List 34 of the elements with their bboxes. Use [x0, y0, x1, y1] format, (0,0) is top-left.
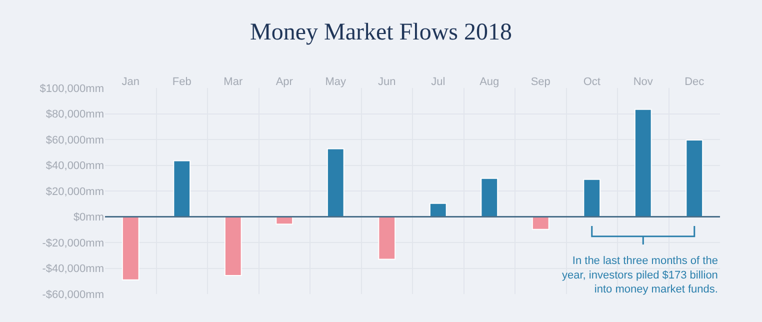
y-tick-label: $40,000mm: [46, 160, 104, 172]
y-tick-label: $0mm: [73, 212, 104, 224]
x-tick-label: Feb: [172, 76, 192, 88]
bar: [224, 216, 242, 276]
x-tick-label: Mar: [224, 76, 243, 88]
y-tick-label: -$60,000mm: [42, 288, 104, 301]
x-tick-label: Aug: [480, 76, 500, 88]
y-tick-label: $100,000mm: [40, 82, 104, 95]
x-tick-label: Apr: [276, 76, 294, 88]
y-tick-label: $80,000mm: [46, 108, 104, 121]
x-tick-label: Jan: [122, 76, 140, 88]
bar: [173, 160, 191, 218]
x-tick-label: Sep: [530, 76, 550, 88]
x-tick-label: Nov: [633, 76, 654, 88]
bar: [122, 216, 140, 280]
bar: [634, 108, 652, 218]
bar: [686, 140, 704, 218]
annotation: In the last three months of the year, investors piled $173 billion into money market funds.: [562, 255, 718, 296]
y-tick-label: $60,000mm: [46, 134, 104, 146]
bar: [583, 178, 601, 218]
x-tick-label: Oct: [583, 76, 600, 88]
y-tick-label: -$40,000mm: [42, 263, 104, 276]
x-tick-label: May: [325, 76, 347, 88]
x-tick-label: Jun: [378, 76, 396, 88]
x-tick-label: Jul: [431, 76, 446, 88]
bar: [429, 202, 447, 218]
x-tick-label: Dec: [684, 76, 705, 88]
bar: [532, 216, 550, 230]
bar: [326, 148, 344, 218]
chart-title: Money Market Flows 2018: [250, 19, 512, 46]
y-tick-label: $20,000mm: [46, 186, 104, 198]
bar: [480, 178, 498, 218]
y-tick-label: -$20,000mm: [42, 237, 104, 250]
bar: [378, 216, 396, 260]
